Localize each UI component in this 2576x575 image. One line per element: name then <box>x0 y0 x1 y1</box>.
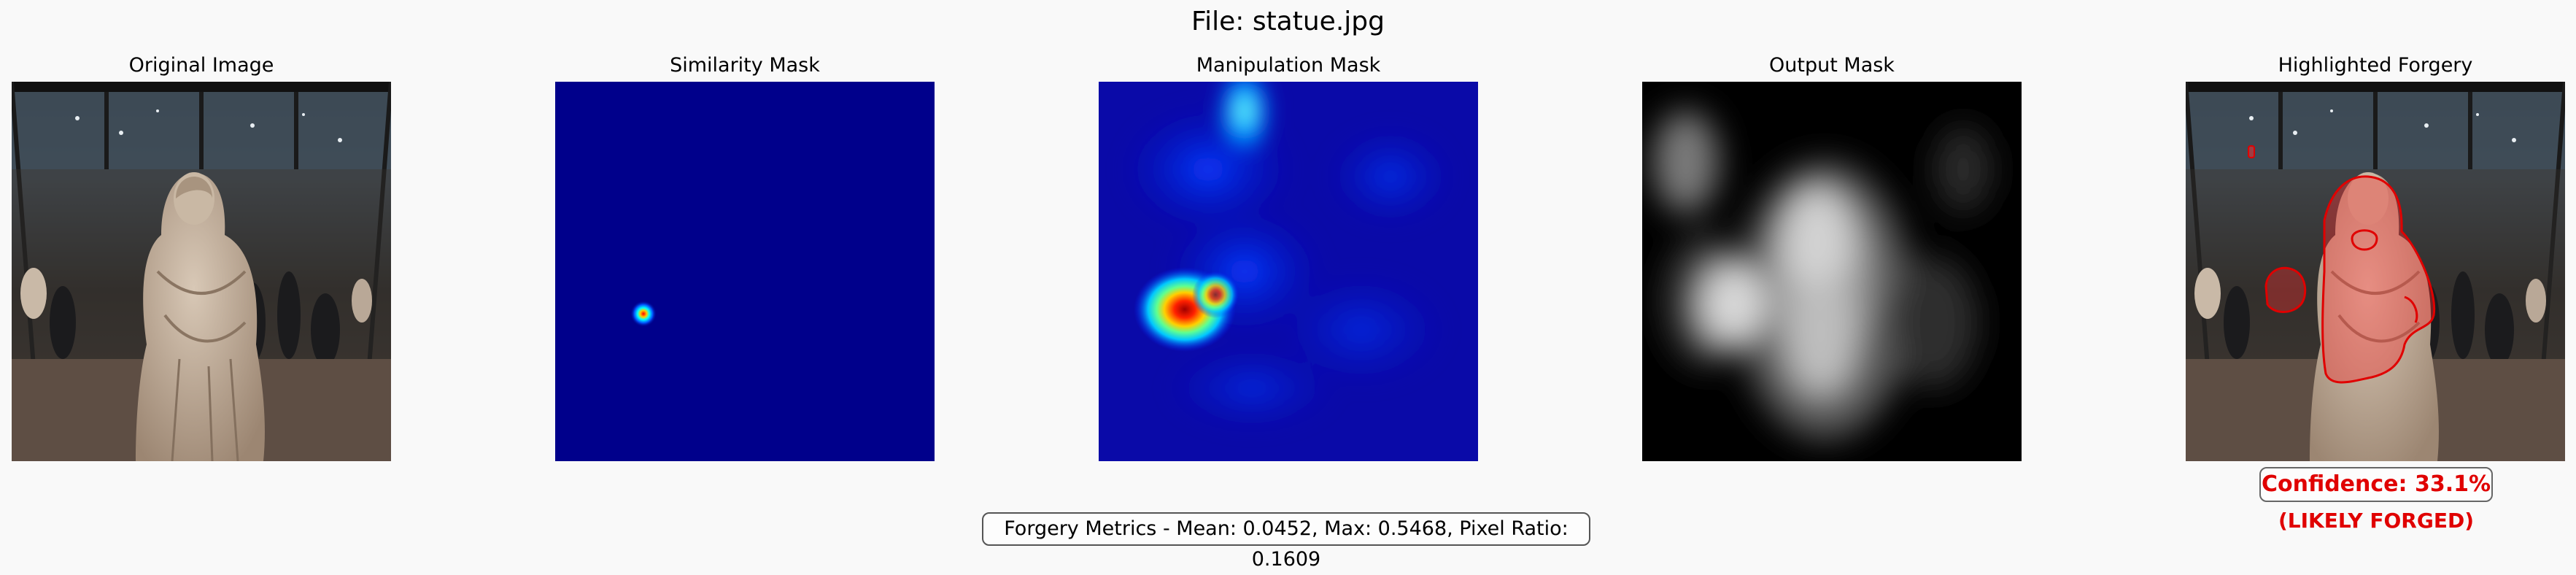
forgery-metrics-text: Forgery Metrics - Mean: 0.0452, Max: 0.5… <box>1004 517 1569 571</box>
manipulation-mask <box>1099 82 1478 461</box>
original-image <box>12 82 391 461</box>
confidence-badge: Confidence: 33.1% <box>2259 467 2493 502</box>
panel-title-similarity: Similarity Mask <box>670 54 820 77</box>
panel-title-output: Output Mask <box>1769 54 1895 77</box>
panel-title-manipulation: Manipulation Mask <box>1196 54 1381 77</box>
verdict-label: (LIKELY FORGED) <box>2278 509 2475 533</box>
output-mask <box>1642 82 2022 461</box>
panel-title-original: Original Image <box>128 54 274 77</box>
highlighted-forgery <box>2186 82 2565 461</box>
similarity-mask <box>555 82 935 461</box>
figure-title: File: statue.jpg <box>1191 7 1385 36</box>
confidence-text: Confidence: 33.1% <box>2261 471 2491 497</box>
panel-title-highlighted: Highlighted Forgery <box>2278 54 2473 77</box>
forgery-metrics-box: Forgery Metrics - Mean: 0.0452, Max: 0.5… <box>982 512 1590 571</box>
